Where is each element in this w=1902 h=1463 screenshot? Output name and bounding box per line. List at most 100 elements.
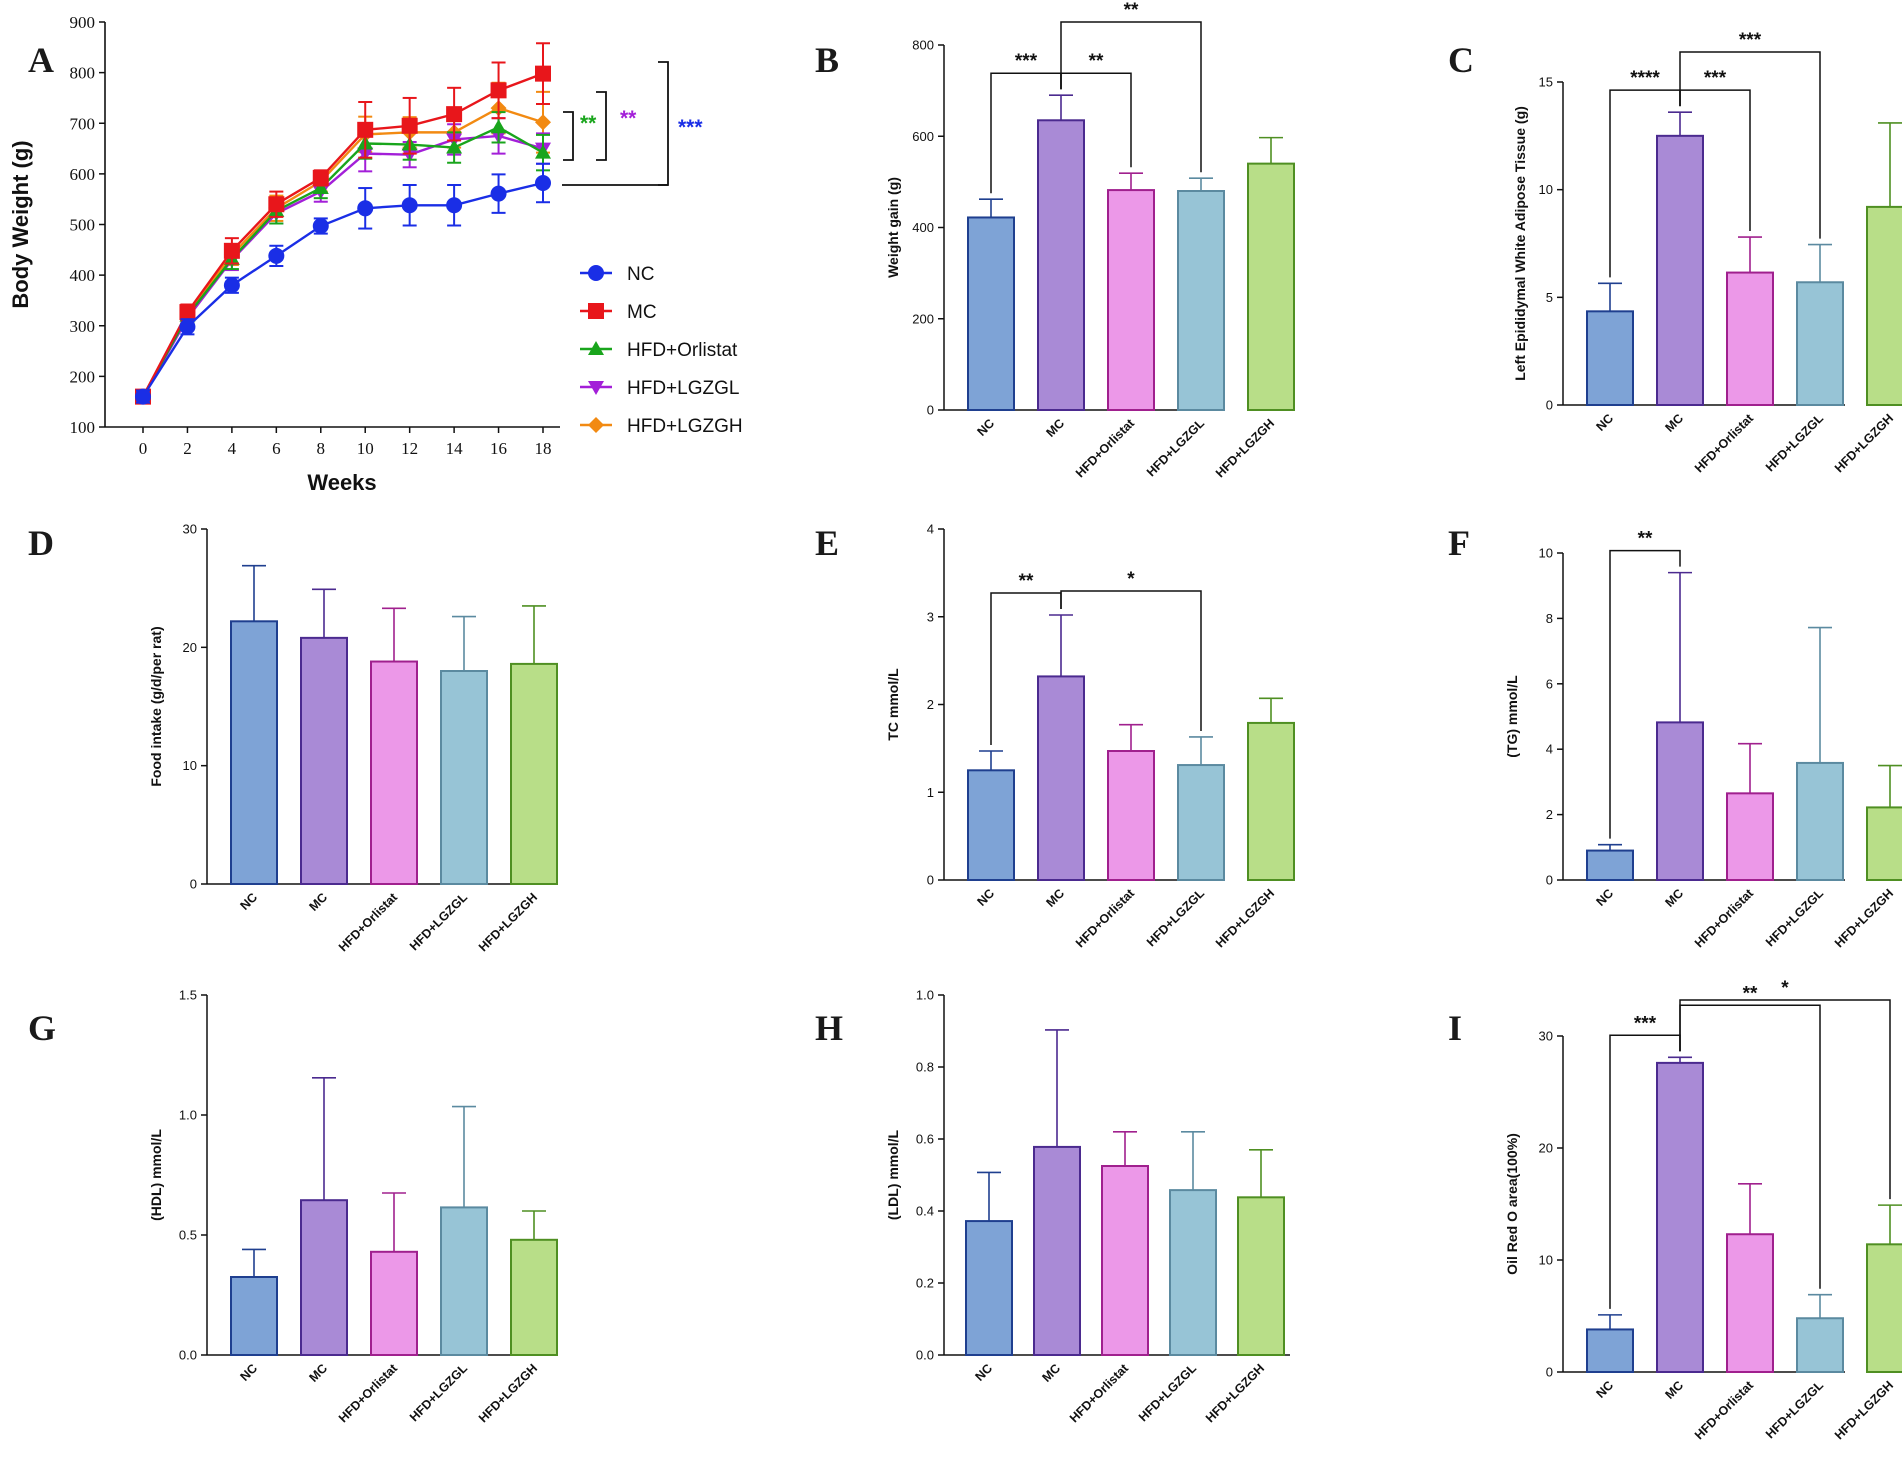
bar-mc — [1656, 721, 1704, 881]
x-tick-label: 6 — [272, 439, 281, 458]
category-label: NC — [237, 890, 260, 913]
data-point — [312, 169, 329, 186]
category-label: NC — [237, 1361, 260, 1384]
panel-c: C 0 5 10 15 Left Epididymal White Adipose Tis… — [1448, 30, 1902, 475]
significance-bracket — [1060, 590, 1202, 731]
bar-mc — [1037, 675, 1085, 881]
x-tick-label: 8 — [317, 439, 326, 458]
bar-hfd-lgzgl — [440, 1206, 488, 1357]
y-tick-label: 800 — [912, 38, 934, 53]
series-line — [141, 106, 544, 398]
category-label: HFD+LGZGL — [407, 890, 470, 953]
y-tick-label: 800 — [70, 64, 96, 83]
category-label: NC — [1593, 1378, 1616, 1401]
y-tick-label: 2 — [927, 697, 934, 712]
legend-marker — [588, 303, 604, 319]
bar-nc — [1586, 310, 1634, 406]
bar-mc — [1033, 1145, 1081, 1357]
data-point — [401, 117, 418, 134]
bar-nc — [230, 1276, 278, 1356]
category-label: HFD+Orlistat — [1067, 1361, 1132, 1426]
category-label: HFD+LGZGH — [1832, 411, 1896, 475]
panel-i: I 0 10 20 30 Oil Red O area(100%) NC MC HFD+Orli… — [1448, 978, 1902, 1442]
y-tick-label: 10 — [1539, 182, 1553, 197]
panel-letter: B — [815, 40, 839, 80]
category-label: HFD+LGZGL — [1144, 416, 1207, 479]
significance-label: ** — [1089, 51, 1104, 72]
data-point — [535, 65, 551, 82]
y-tick-label: 0 — [190, 877, 197, 892]
legend-label: MC — [627, 302, 657, 323]
y-tick-label: 0.5 — [179, 1228, 197, 1243]
y-tick-label: 600 — [912, 129, 934, 144]
significance-label: *** — [1739, 30, 1762, 51]
category-label: HFD+LGZGL — [1763, 411, 1826, 474]
category-label: HFD+LGZGH — [1213, 886, 1277, 950]
x-tick-label: 18 — [535, 439, 552, 458]
significance-bracket — [1679, 51, 1821, 239]
bar-hfd-orlistat — [1107, 750, 1155, 881]
bar-nc — [230, 620, 278, 885]
y-tick-label: 1 — [927, 785, 934, 800]
data-point — [490, 185, 507, 202]
bar-hfd-orlistat — [1101, 1165, 1149, 1356]
x-tick-label: 0 — [139, 439, 148, 458]
data-point — [446, 139, 463, 154]
panel-letter: D — [28, 523, 54, 563]
bar-hfd-lgzgh — [1866, 806, 1902, 882]
bar-hfd-lgzgh — [1866, 1243, 1902, 1373]
significance-label: ** — [580, 112, 597, 135]
panel-h: H 0.0 0.2 0.4 0.6 0.8 1.0 (LDL) mmol/L NC MC HFD+O… — [815, 988, 1290, 1426]
y-tick-label: 10 — [1539, 546, 1553, 561]
data-point — [312, 180, 329, 195]
legend-marker — [588, 417, 604, 433]
y-axis-title: Left Epididymal White Adipose Tissue (g) — [1512, 106, 1528, 381]
y-tick-label: 0 — [927, 403, 934, 418]
y-axis-title: TC mmol/L — [885, 668, 901, 741]
category-label: MC — [306, 1361, 330, 1385]
significance-bracket — [1060, 21, 1202, 173]
data-point — [357, 121, 374, 138]
category-label: HFD+LGZGH — [1213, 416, 1277, 480]
bar-nc — [967, 216, 1015, 411]
y-tick-label: 15 — [1539, 75, 1553, 90]
bar-nc — [1586, 849, 1634, 882]
data-point — [401, 197, 418, 214]
legend-label: HFD+LGZGH — [627, 416, 743, 437]
category-label: HFD+LGZGL — [1763, 1378, 1826, 1441]
series-mc — [135, 42, 551, 405]
category-label: NC — [972, 1361, 995, 1384]
category-label: HFD+Orlistat — [336, 1361, 401, 1426]
significance-label: *** — [1634, 1013, 1657, 1034]
significance-label: ** — [1019, 571, 1034, 592]
panel-letter: E — [815, 523, 839, 563]
y-tick-label: 100 — [70, 418, 96, 437]
x-tick-label: 14 — [446, 439, 464, 458]
category-label: NC — [974, 416, 997, 439]
category-label: MC — [306, 890, 330, 914]
bar-hfd-lgzgh — [1866, 205, 1902, 406]
y-tick-label: 30 — [183, 522, 197, 537]
category-label: NC — [1593, 886, 1616, 909]
significance-label: *** — [678, 116, 703, 139]
y-tick-label: 20 — [183, 640, 197, 655]
category-label: HFD+LGZGH — [1832, 1378, 1896, 1442]
data-point — [312, 218, 329, 235]
data-point — [446, 106, 463, 123]
data-point — [179, 304, 196, 321]
y-tick-label: 400 — [70, 266, 96, 285]
panel-a: A 100 200 300 400 500 600 700 800 900 0 2 4 6 8 10 12 14 1… — [8, 13, 743, 495]
data-point — [223, 277, 240, 294]
bar-hfd-lgzgl — [1796, 1317, 1844, 1373]
y-tick-label: 10 — [183, 758, 197, 773]
x-tick-label: 10 — [357, 439, 374, 458]
bar-hfd-lgzgh — [510, 1238, 558, 1357]
legend-marker — [588, 341, 604, 355]
significance-bracket — [1679, 999, 1891, 1200]
legend: NC MC HFD+Orlistat HFD+LGZGL HFD+LGZGH — [580, 264, 743, 437]
category-label: HFD+LGZGL — [1763, 886, 1826, 949]
bar-nc — [967, 769, 1015, 881]
data-point — [268, 196, 285, 213]
y-tick-label: 400 — [912, 220, 934, 235]
y-tick-label: 200 — [912, 311, 934, 326]
